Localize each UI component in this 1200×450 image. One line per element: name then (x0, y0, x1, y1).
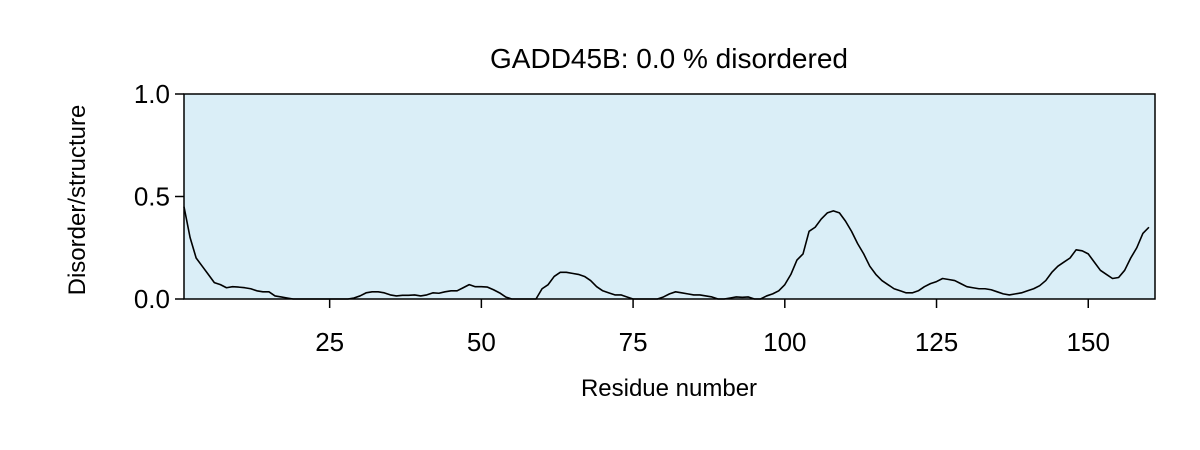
y-tick-label: 0.5 (134, 182, 170, 212)
y-axis: 0.0 0.5 1.0 (134, 79, 184, 314)
x-tick-label: 125 (915, 327, 958, 357)
x-tick-label: 50 (467, 327, 496, 357)
chart-title: GADD45B: 0.0 % disordered (490, 43, 848, 74)
x-tick-label: 75 (619, 327, 648, 357)
plot-area (183, 93, 1156, 300)
x-tick-label: 150 (1067, 327, 1110, 357)
x-tick-label: 25 (315, 327, 344, 357)
x-axis: 25 50 75 100 125 150 (315, 299, 1110, 357)
y-tick-label: 1.0 (134, 79, 170, 109)
y-tick-label: 0.0 (134, 284, 170, 314)
disorder-line (183, 206, 1150, 300)
y-axis-label: Disorder/structure (64, 105, 91, 296)
x-axis-label: Residue number (581, 375, 757, 402)
x-tick-label: 100 (763, 327, 806, 357)
